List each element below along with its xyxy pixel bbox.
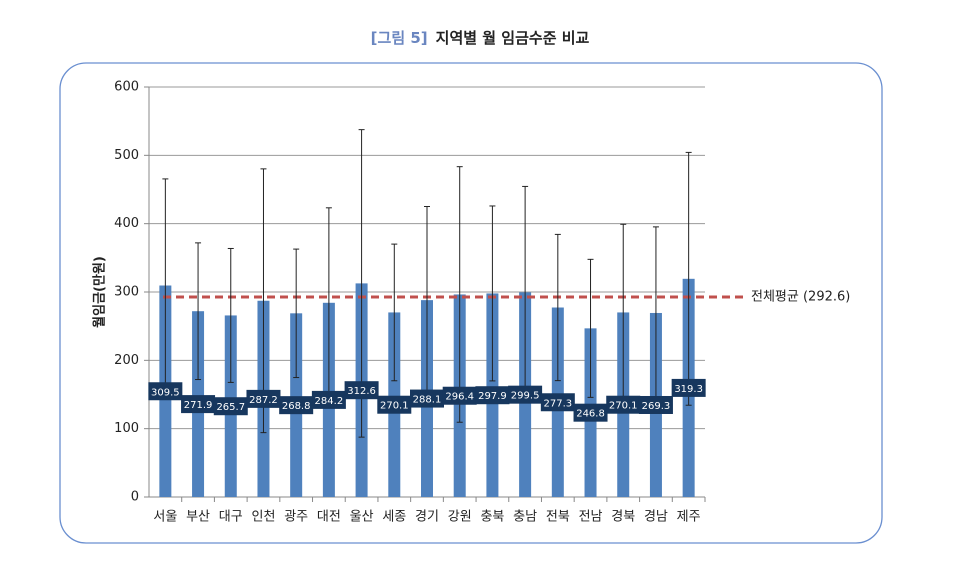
x-tick-label: 충북 (480, 510, 504, 525)
x-tick-label: 광주 (284, 510, 308, 525)
x-tick-label: 충남 (513, 510, 537, 525)
value-label-box (344, 381, 379, 400)
value-label-box (508, 385, 543, 404)
value-label-box (181, 395, 216, 414)
value-label: 277.3 (544, 398, 573, 409)
value-label-box (671, 378, 706, 397)
value-label: 319.3 (674, 384, 703, 395)
x-tick-label: 제주 (677, 510, 701, 525)
value-label-box (540, 393, 575, 412)
chart-title: [그림 5] 지역별 월 임금수준 비교 (371, 29, 590, 47)
value-label: 284.2 (315, 396, 344, 407)
value-label-box (442, 386, 477, 405)
y-axis-label: 월임금(만원) (92, 256, 108, 328)
value-label: 270.1 (609, 401, 638, 412)
value-label-box (475, 386, 510, 405)
chart-frame (59, 62, 883, 544)
value-label: 312.6 (347, 386, 376, 397)
x-tick-label: 경남 (644, 510, 668, 525)
value-label-box (246, 389, 281, 408)
x-tick-label: 경북 (611, 510, 635, 525)
value-label: 270.1 (380, 401, 409, 412)
value-label-box (311, 390, 346, 409)
x-tick-label: 울산 (350, 510, 374, 525)
y-tick-label: 300 (114, 285, 139, 300)
value-label: 271.9 (184, 400, 213, 411)
value-label: 246.8 (576, 409, 605, 420)
value-label: 265.7 (216, 402, 245, 413)
y-tick-label: 200 (114, 353, 139, 368)
value-label-box (410, 389, 444, 408)
x-tick-label: 대구 (219, 510, 243, 525)
y-tick-label: 100 (114, 421, 139, 436)
x-tick-label: 대전 (317, 510, 341, 525)
x-tick-label: 세종 (382, 510, 406, 525)
x-tick-label: 강원 (448, 510, 472, 525)
value-label-box (573, 403, 608, 422)
title-text: 지역별 월 임금수준 비교 (436, 29, 590, 47)
value-label: 268.8 (282, 401, 311, 412)
value-label-box (606, 395, 641, 414)
y-tick-label: 600 (114, 80, 139, 95)
x-tick-label: 전남 (579, 510, 603, 525)
value-label-box (279, 396, 314, 415)
value-label-box (213, 397, 248, 416)
x-tick-label: 부산 (186, 510, 210, 525)
value-label: 309.5 (151, 387, 180, 398)
value-label-box (638, 395, 673, 414)
value-label-box (377, 395, 412, 414)
value-label: 296.4 (445, 392, 474, 403)
x-tick-label: 인천 (252, 510, 276, 525)
value-label: 269.3 (642, 401, 671, 412)
average-label: 전체평균 (292.6) (751, 290, 850, 305)
y-tick-label: 500 (114, 148, 139, 163)
value-label: 297.9 (478, 391, 507, 402)
x-tick-label: 전북 (546, 510, 570, 525)
x-tick-label: 경기 (415, 510, 439, 525)
value-label-box (148, 382, 183, 401)
y-tick-label: 0 (131, 490, 139, 505)
y-tick-label: 400 (114, 216, 139, 231)
figure-label: [그림 5] (371, 29, 428, 47)
value-label: 288.1 (413, 395, 442, 406)
value-label: 287.2 (249, 395, 278, 406)
value-label: 299.5 (511, 391, 540, 402)
x-tick-label: 서울 (153, 510, 177, 525)
